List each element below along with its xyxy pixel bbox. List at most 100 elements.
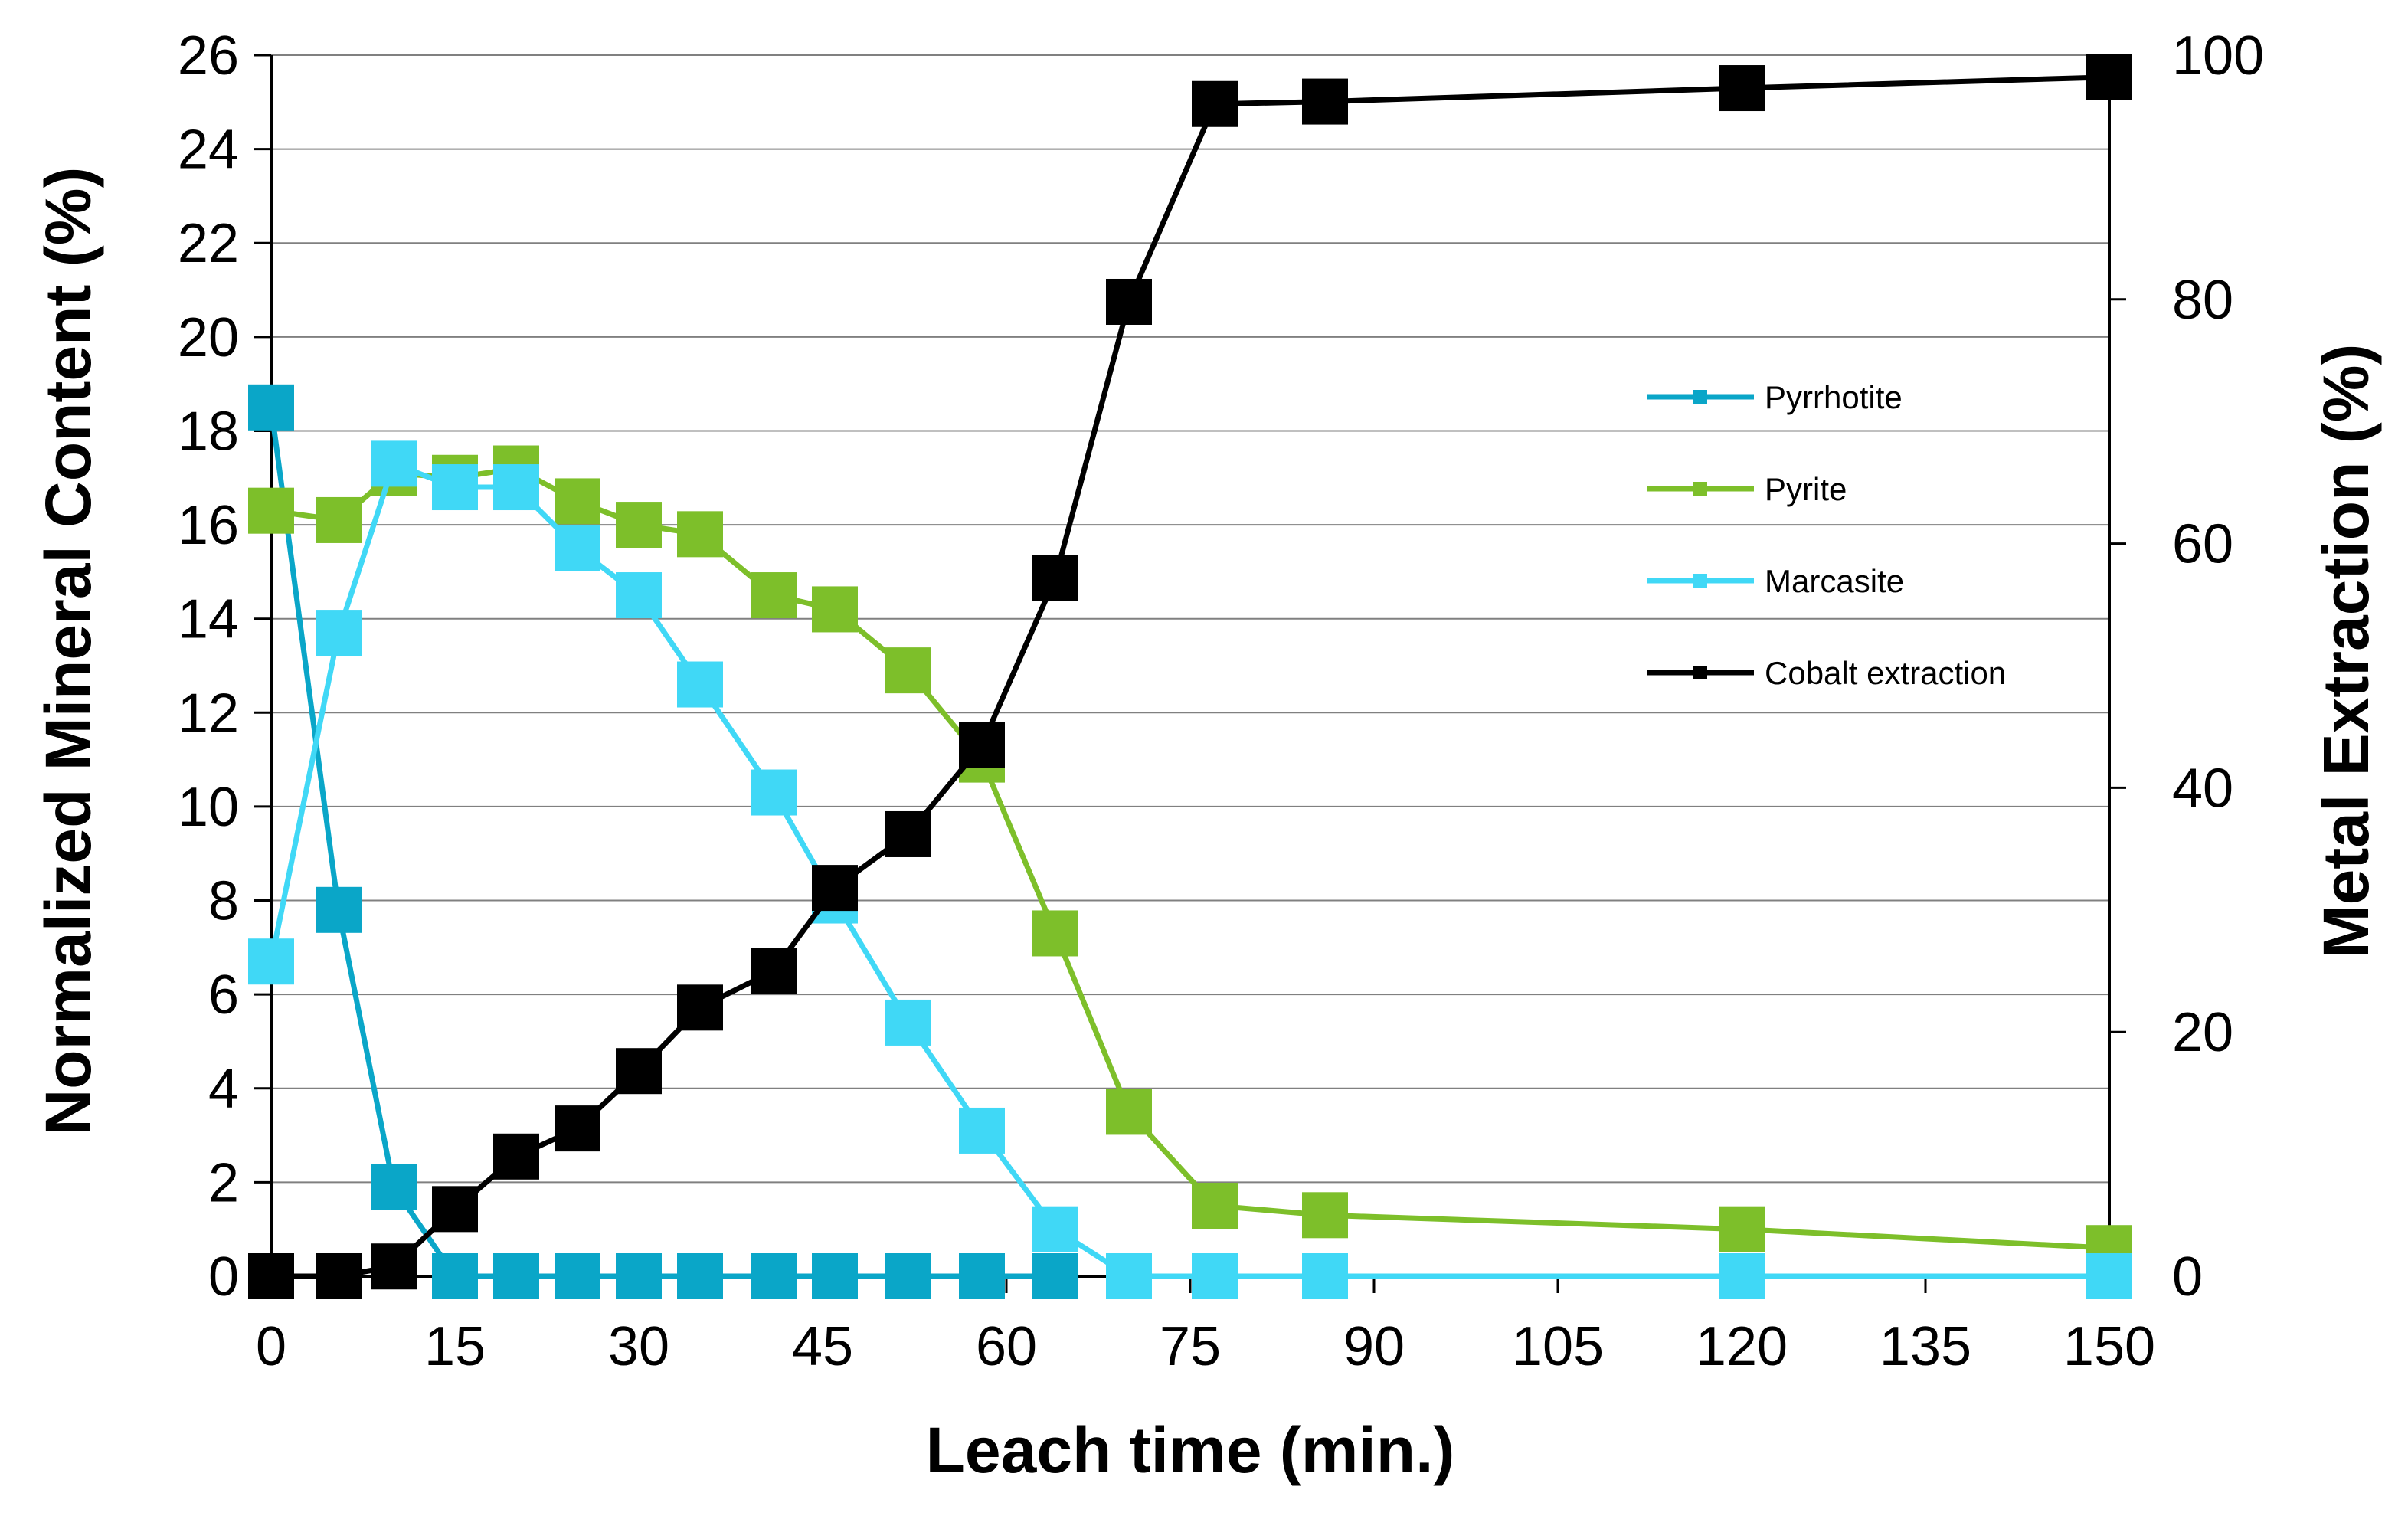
data-point-pyrrhotite — [555, 1253, 600, 1299]
y-tick-label: 22 — [178, 213, 239, 274]
data-point-pyrrhotite — [432, 1253, 478, 1299]
data-point-pyrite — [812, 586, 858, 633]
data-point-pyrite — [1719, 1206, 1765, 1252]
series-layer — [248, 54, 2132, 1299]
data-point-marcasite — [1302, 1253, 1348, 1299]
data-point-marcasite — [677, 661, 723, 708]
data-point-cobalt-extraction — [248, 1253, 294, 1299]
y2-tick-label: 80 — [2172, 270, 2233, 331]
data-point-cobalt-extraction — [959, 722, 1005, 768]
data-point-pyrrhotite — [316, 886, 362, 933]
legend-item-pyrrhotite: Pyrrhotite — [1647, 379, 1903, 415]
data-point-cobalt-extraction — [2086, 54, 2132, 100]
x-tick-label: 75 — [1160, 1316, 1221, 1377]
data-point-pyrrhotite — [812, 1253, 858, 1299]
data-point-cobalt-extraction — [371, 1243, 417, 1290]
data-point-marcasite — [493, 464, 539, 511]
x-tick-label: 60 — [976, 1316, 1037, 1377]
y-tick-label: 16 — [178, 495, 239, 556]
legend-label: Pyrrhotite — [1765, 379, 1903, 415]
data-point-pyrrhotite — [751, 1253, 797, 1299]
x-tick-label: 150 — [2063, 1316, 2155, 1377]
data-point-pyrite — [555, 478, 600, 525]
data-point-marcasite — [1719, 1253, 1765, 1299]
data-point-cobalt-extraction — [1106, 278, 1152, 325]
data-point-pyrrhotite — [248, 384, 294, 431]
y-tick-label: 0 — [208, 1246, 239, 1308]
data-point-marcasite — [885, 999, 931, 1046]
legend-swatch-marker — [1693, 482, 1707, 496]
data-point-marcasite — [616, 572, 662, 619]
data-point-pyrite — [751, 572, 797, 619]
data-point-pyrite — [316, 496, 362, 543]
x-tick-label: 120 — [1696, 1316, 1788, 1377]
y2-tick-label: 20 — [2172, 1002, 2233, 1063]
y-tick-label: 10 — [178, 777, 239, 838]
data-point-cobalt-extraction — [1719, 65, 1765, 112]
data-point-pyrrhotite — [616, 1253, 662, 1299]
data-point-cobalt-extraction — [432, 1186, 478, 1233]
data-point-marcasite — [1192, 1253, 1238, 1299]
y-tick-label: 14 — [178, 589, 239, 650]
series-cobalt-extraction — [248, 54, 2132, 1299]
x-tick-label: 0 — [256, 1316, 286, 1377]
data-point-marcasite — [751, 769, 797, 816]
data-point-marcasite — [555, 525, 600, 571]
legend: Pyrrhotite Pyrite Marcasite Cobalt extracti… — [1647, 379, 2006, 691]
data-point-cobalt-extraction — [616, 1048, 662, 1095]
legend-item-marcasite: Marcasite — [1647, 563, 1904, 599]
data-point-cobalt-extraction — [751, 948, 797, 994]
x-tick-label: 15 — [424, 1316, 486, 1377]
legend-swatch-marker — [1693, 390, 1707, 404]
y-tick-label: 26 — [178, 25, 239, 87]
data-point-marcasite — [248, 938, 294, 985]
legend-label: Marcasite — [1765, 563, 1904, 599]
y-axis-title: Normalized Mineral Content (%) — [32, 167, 104, 1136]
gridlines — [271, 54, 2109, 1184]
data-point-pyrite — [1302, 1192, 1348, 1239]
data-point-cobalt-extraction — [555, 1105, 600, 1152]
data-point-marcasite — [959, 1107, 1005, 1154]
data-point-cobalt-extraction — [677, 984, 723, 1031]
x-tick-label: 90 — [1343, 1316, 1405, 1377]
data-point-cobalt-extraction — [1032, 555, 1078, 601]
legend-item-pyrite: Pyrite — [1647, 471, 1847, 507]
legend-label: Cobalt extraction — [1765, 655, 2006, 691]
data-point-pyrrhotite — [1032, 1253, 1078, 1299]
y2-tick-label: 60 — [2172, 514, 2233, 575]
data-point-cobalt-extraction — [885, 810, 931, 857]
data-point-marcasite — [371, 440, 417, 487]
data-point-pyrite — [1106, 1089, 1152, 1135]
data-point-cobalt-extraction — [1302, 78, 1348, 125]
data-point-pyrite — [677, 511, 723, 558]
y-tick-label: 20 — [178, 307, 239, 368]
data-point-pyrrhotite — [677, 1253, 723, 1299]
data-point-pyrite — [1192, 1183, 1238, 1229]
legend-swatch-marker — [1693, 574, 1707, 588]
y-tick-label: 4 — [208, 1059, 239, 1120]
data-point-cobalt-extraction — [1192, 80, 1238, 127]
data-point-pyrrhotite — [885, 1253, 931, 1299]
y-tick-label: 6 — [208, 964, 239, 1026]
y-tick-label: 2 — [208, 1152, 239, 1213]
legend-label: Pyrite — [1765, 471, 1847, 507]
y-tick-label: 24 — [178, 120, 239, 181]
series-pyrrhotite — [248, 384, 1078, 1299]
data-point-pyrrhotite — [959, 1253, 1005, 1299]
series-marcasite — [248, 440, 2132, 1299]
data-point-pyrite — [1032, 910, 1078, 957]
series-line-pyrrhotite — [268, 407, 1055, 1279]
x-tick-label: 45 — [792, 1316, 853, 1377]
data-point-cobalt-extraction — [493, 1133, 539, 1180]
y-tick-label: 12 — [178, 683, 239, 744]
y2-tick-label: 0 — [2172, 1246, 2203, 1308]
data-point-marcasite — [1032, 1206, 1078, 1252]
data-point-cobalt-extraction — [316, 1253, 362, 1299]
data-point-pyrite — [885, 647, 931, 694]
data-point-marcasite — [432, 464, 478, 511]
data-point-marcasite — [316, 610, 362, 656]
data-point-pyrite — [248, 487, 294, 534]
x-tick-label: 105 — [1512, 1316, 1604, 1377]
